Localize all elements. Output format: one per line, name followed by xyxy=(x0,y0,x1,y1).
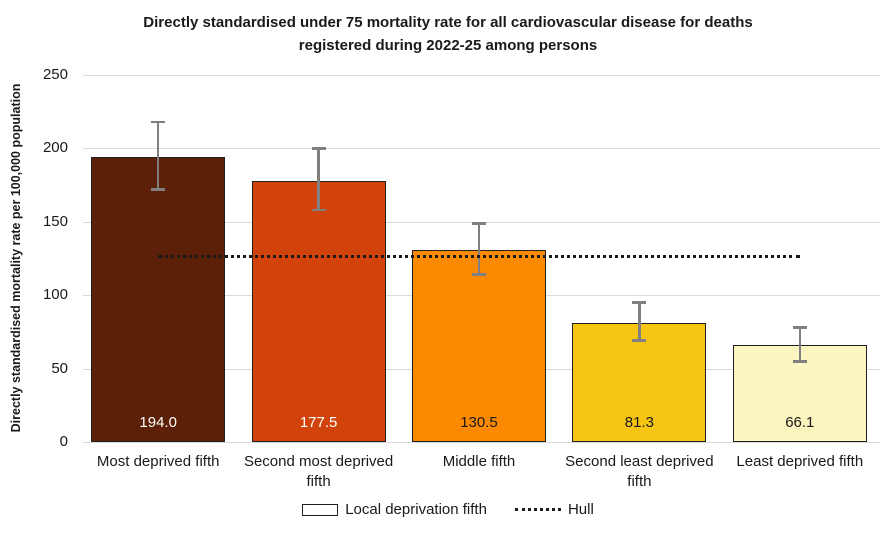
legend-label: Hull xyxy=(567,501,594,518)
error-bar-cap xyxy=(792,326,807,329)
error-bar-cap xyxy=(472,273,486,276)
legend-entry-hull: Hull xyxy=(514,501,594,518)
x-tick-label: Second least deprived fifth xyxy=(565,453,714,490)
error-bar-cap xyxy=(311,208,326,212)
gridline xyxy=(83,442,880,443)
x-tick-label: Least deprived fifth xyxy=(736,453,864,470)
y-tick-label: 150 xyxy=(42,212,68,230)
hull-reference-line xyxy=(158,255,800,259)
bar-value-label: 81.3 xyxy=(624,414,654,431)
bar xyxy=(251,181,386,442)
error-bar xyxy=(477,223,481,275)
bar xyxy=(412,250,546,442)
bar-value-label: 177.5 xyxy=(299,414,338,431)
error-bar-cap xyxy=(632,301,647,304)
chart-title-line1: Directly standardised under 75 mortality… xyxy=(143,14,753,31)
gridline xyxy=(83,75,880,76)
y-tick-label: 50 xyxy=(51,359,68,377)
error-bar-cap xyxy=(151,188,166,191)
bar xyxy=(91,157,226,442)
error-bar xyxy=(798,327,802,362)
bar-value-label: 194.0 xyxy=(139,414,177,431)
error-bar-cap xyxy=(311,147,326,150)
x-tick-label: Most deprived fifth xyxy=(96,453,220,470)
error-bar-cap xyxy=(151,120,166,124)
x-tick-label: Middle fifth xyxy=(442,453,516,470)
x-tick-label: Second most deprived fifth xyxy=(243,453,394,490)
error-bar xyxy=(638,302,641,341)
bar-value-label: 66.1 xyxy=(785,414,815,431)
error-bar xyxy=(317,148,320,211)
y-tick-label: 250 xyxy=(42,66,68,83)
y-tick-label: 200 xyxy=(42,139,68,157)
legend-label: Local deprivation fifth xyxy=(345,501,487,518)
y-tick-label: 100 xyxy=(42,286,68,304)
legend-entry-local-deprivation-fifth: Local deprivation fifth xyxy=(302,501,487,518)
chart-title: Directly standardised under 75 mortality… xyxy=(0,12,896,57)
bar-value-label: 130.5 xyxy=(460,414,498,431)
chart-title-line2: registered during 2022-25 among persons xyxy=(298,36,598,54)
hollow-bar-swatch-icon xyxy=(302,503,339,516)
bar xyxy=(572,322,707,442)
gridline xyxy=(83,148,880,150)
chart-legend: Local deprivation fifth Hull xyxy=(0,501,896,518)
error-bar-cap xyxy=(472,222,486,225)
error-bar-cap xyxy=(632,339,647,342)
error-bar-cap xyxy=(792,360,807,363)
y-tick-label: 0 xyxy=(59,433,68,450)
dotted-line-swatch-icon xyxy=(514,508,561,511)
y-axis-title: Directly standardised mortality rate per… xyxy=(9,83,23,433)
error-bar xyxy=(156,121,160,190)
